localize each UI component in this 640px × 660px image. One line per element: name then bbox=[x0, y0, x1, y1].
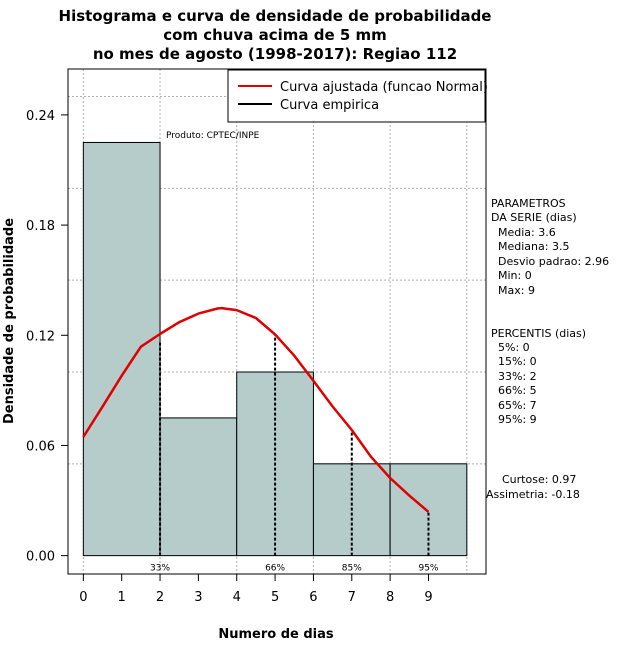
title-line-1: Histograma e curva de densidade de proba… bbox=[59, 7, 492, 25]
parametros-panel: PARAMETROS DA SERIE (dias) Media: 3.6 Me… bbox=[491, 197, 609, 297]
x-tick-label-6: 6 bbox=[309, 590, 317, 605]
percentis-65: 65%: 7 bbox=[498, 399, 537, 412]
parametros-heading-1: PARAMETROS bbox=[491, 197, 566, 210]
percentile-lines: 33% 66% 85% 95% bbox=[150, 334, 439, 574]
legend-label-fitted: Curva ajustada (funcao Normal) bbox=[280, 80, 488, 95]
x-tick-label-3: 3 bbox=[194, 590, 202, 605]
parametros-max: Max: 9 bbox=[498, 284, 535, 297]
histogram-bars bbox=[82, 141, 468, 557]
parametros-min: Min: 0 bbox=[498, 269, 532, 282]
legend-label-empirical: Curva empirica bbox=[280, 98, 379, 113]
histogram-bar-1 bbox=[159, 417, 238, 557]
histogram-bar-4 bbox=[389, 463, 468, 557]
y-axis: 0.00 0.06 0.12 0.18 0.24 bbox=[26, 109, 69, 565]
x-axis-label: Numero de dias bbox=[218, 627, 334, 642]
x-tick-label-9: 9 bbox=[424, 590, 432, 605]
parametros-desvio: Desvio padrao: 2.96 bbox=[498, 255, 609, 268]
x-tick-label-0: 0 bbox=[79, 590, 87, 605]
percentis-panel: PERCENTIS (dias) 5%: 0 15%: 0 33%: 2 66%… bbox=[491, 327, 586, 426]
fitted-curve bbox=[82, 306, 430, 513]
percentis-heading: PERCENTIS (dias) bbox=[491, 327, 586, 340]
percentis-66: 66%: 5 bbox=[498, 384, 537, 397]
y-axis-label: Densidade de probabilidade bbox=[2, 218, 17, 424]
y-tick-label-0: 0.00 bbox=[26, 550, 55, 565]
x-tick-label-5: 5 bbox=[271, 590, 279, 605]
x-tick-label-8: 8 bbox=[386, 590, 394, 605]
histogram-bar-0 bbox=[82, 141, 161, 557]
percentile-label-0: 33% bbox=[150, 564, 170, 574]
percentile-label-2: 85% bbox=[342, 564, 362, 574]
product-annotation: Produto: CPTEC/INPE bbox=[166, 131, 260, 141]
x-tick-label-4: 4 bbox=[233, 590, 241, 605]
percentile-label-1: 66% bbox=[265, 564, 285, 574]
percentis-33: 33%: 2 bbox=[498, 370, 537, 383]
x-tick-label-1: 1 bbox=[118, 590, 126, 605]
parametros-media: Media: 3.6 bbox=[498, 226, 556, 239]
y-tick-label-3: 0.18 bbox=[26, 219, 55, 234]
percentile-label-3: 95% bbox=[418, 564, 438, 574]
assimetria-value: Assimetria: -0.18 bbox=[486, 488, 580, 501]
parametros-mediana: Mediana: 3.5 bbox=[498, 240, 569, 253]
title-line-3: no mes de agosto (1998-2017): Regiao 112 bbox=[93, 45, 457, 63]
y-tick-label-1: 0.06 bbox=[26, 439, 55, 454]
title-line-2: com chuva acima de 5 mm bbox=[163, 26, 387, 44]
fitted-curve-line bbox=[82, 306, 430, 513]
x-axis: 0 1 2 3 4 5 6 7 8 9 bbox=[79, 573, 433, 605]
stats-panel: Curtose: 0.97 Assimetria: -0.18 bbox=[486, 473, 580, 501]
x-tick-label-7: 7 bbox=[348, 590, 356, 605]
y-tick-label-2: 0.12 bbox=[26, 329, 55, 344]
chart-title: Histograma e curva de densidade de proba… bbox=[59, 7, 492, 63]
curtose-value: Curtose: 0.97 bbox=[502, 473, 576, 486]
percentis-15: 15%: 0 bbox=[498, 355, 537, 368]
y-tick-label-4: 0.24 bbox=[26, 109, 55, 124]
legend: Curva ajustada (funcao Normal) Curva emp… bbox=[227, 69, 488, 123]
percentis-95: 95%: 9 bbox=[498, 413, 537, 426]
x-tick-label-2: 2 bbox=[156, 590, 164, 605]
percentis-5: 5%: 0 bbox=[498, 341, 530, 354]
parametros-heading-2: DA SERIE (dias) bbox=[491, 211, 577, 224]
legend-box bbox=[227, 69, 486, 123]
